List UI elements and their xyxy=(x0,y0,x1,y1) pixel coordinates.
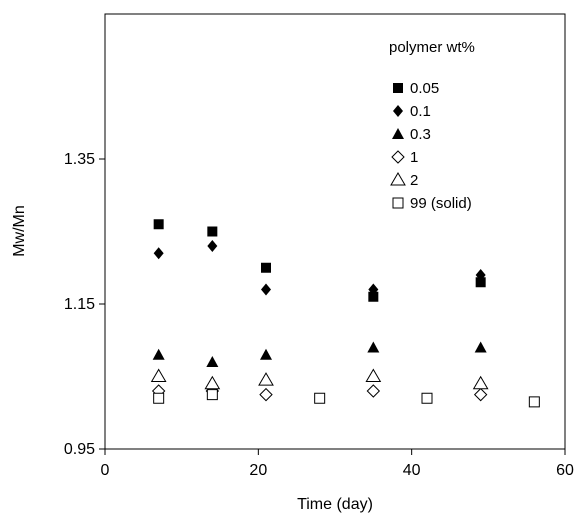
legend-label: 1 xyxy=(410,149,418,166)
plot-area-frame xyxy=(105,14,565,449)
axis-ticks xyxy=(99,159,565,455)
legend-label: 0.3 xyxy=(410,126,431,143)
legend-title: polymer wt% xyxy=(389,39,475,56)
legend-marker xyxy=(393,105,403,117)
data-point xyxy=(260,349,272,360)
legend-label: 0.05 xyxy=(410,80,439,97)
data-point xyxy=(153,349,165,360)
data-point xyxy=(207,240,217,252)
series-3 xyxy=(153,342,487,368)
legend-marker xyxy=(392,151,404,163)
legend-item: 1 xyxy=(392,149,418,166)
x-tick-label: 0 xyxy=(101,462,110,479)
legend-marker xyxy=(392,128,404,139)
legend: polymer wt% 0.05 0.1 0.3 1 2 99 (solid) xyxy=(389,39,475,212)
y-axis-label: Mw/Mn xyxy=(11,205,28,257)
data-point xyxy=(207,227,217,237)
data-point xyxy=(206,356,218,367)
data-point xyxy=(475,342,487,353)
data-point xyxy=(154,393,164,403)
legend-label: 99 (solid) xyxy=(410,195,472,212)
data-point xyxy=(261,284,271,296)
series-5 xyxy=(152,370,488,389)
legend-marker xyxy=(393,83,403,93)
x-tick-label: 60 xyxy=(556,462,574,479)
data-point xyxy=(261,263,271,273)
legend-item: 99 (solid) xyxy=(393,195,472,212)
legend-marker xyxy=(391,173,405,185)
y-tick-label: 0.95 xyxy=(64,441,95,458)
y-tick-label: 1.35 xyxy=(64,151,95,168)
data-point xyxy=(154,247,164,259)
data-point xyxy=(259,373,273,385)
data-point xyxy=(367,342,379,353)
legend-item: 0.1 xyxy=(393,103,431,120)
legend-label: 0.1 xyxy=(410,103,431,120)
x-tick-label: 40 xyxy=(403,462,421,479)
y-tick-label: 1.15 xyxy=(64,296,95,313)
data-marks xyxy=(152,219,540,407)
data-point xyxy=(315,393,325,403)
legend-item: 0.3 xyxy=(392,126,431,143)
data-point xyxy=(366,370,380,382)
series-1 xyxy=(154,219,486,302)
data-point xyxy=(205,377,219,389)
data-point xyxy=(474,377,488,389)
x-axis-label: Time (day) xyxy=(297,496,373,513)
data-point xyxy=(154,219,164,229)
legend-label: 2 xyxy=(410,172,418,189)
data-point xyxy=(207,390,217,400)
data-point xyxy=(422,393,432,403)
legend-marker xyxy=(393,198,403,208)
series-2 xyxy=(154,240,486,296)
data-point xyxy=(260,389,272,401)
data-point xyxy=(475,389,487,401)
data-point xyxy=(367,385,379,397)
data-point xyxy=(152,370,166,382)
legend-item: 2 xyxy=(391,172,418,189)
data-point xyxy=(529,397,539,407)
x-tick-label: 20 xyxy=(249,462,267,479)
tick-labels: 0 20 40 60 0.95 1.15 1.35 xyxy=(64,151,574,479)
legend-item: 0.05 xyxy=(393,80,439,97)
